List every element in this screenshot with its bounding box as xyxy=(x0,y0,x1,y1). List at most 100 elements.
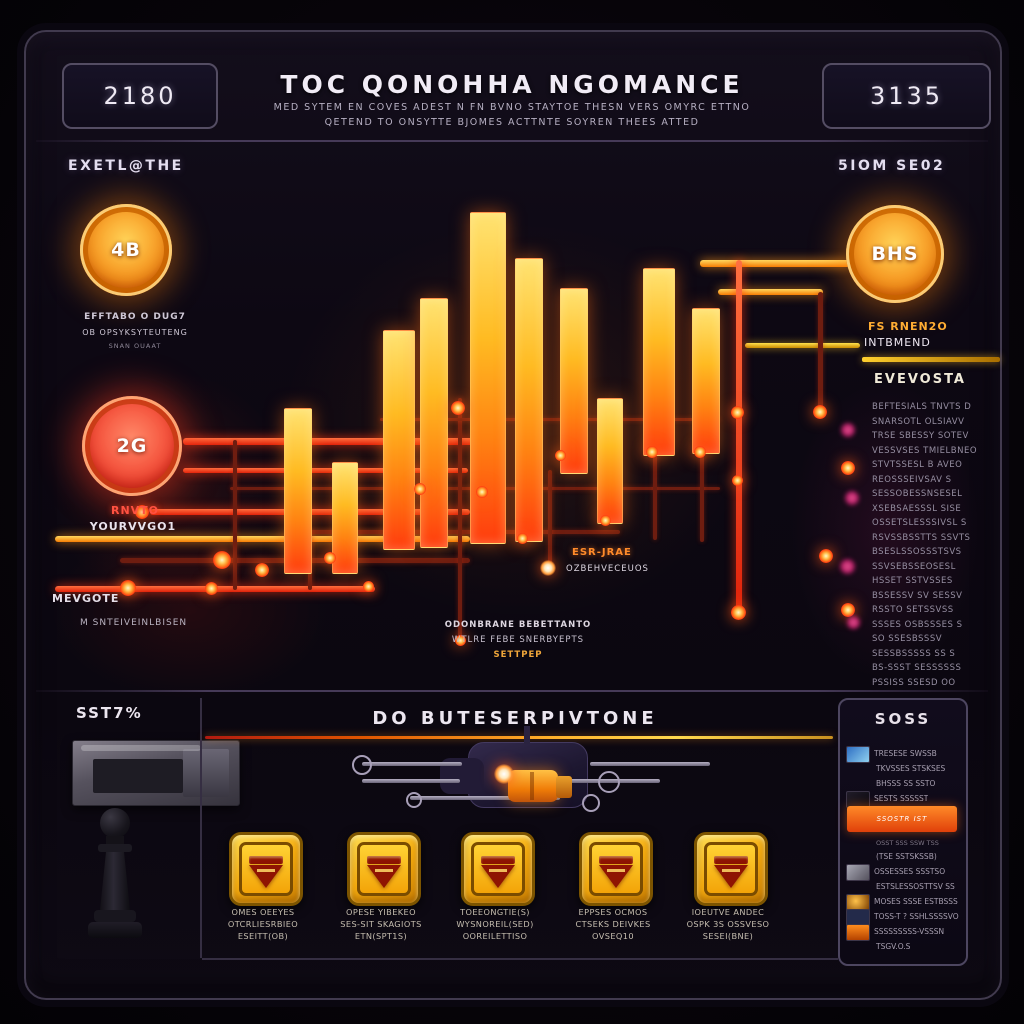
glow-node-23 xyxy=(454,634,466,646)
warning-icon-2[interactable] xyxy=(347,832,421,906)
warning-caption-line: OSPK 3S OSSVESO xyxy=(686,919,770,929)
right-list-line-6: SESSOBESSNSESEL xyxy=(872,489,963,499)
funnel-icon xyxy=(481,856,515,864)
warning-caption-1: OMES OEEYES OTCRLIESRBIEO ESEITT(OB) xyxy=(199,906,327,942)
side-panel-row[interactable]: BHSSS SS SSTO xyxy=(876,779,936,788)
gauge-left-mid-caption-red: RNVTO xyxy=(110,504,160,517)
right-list-line-4: STVTSSESL B AVEO xyxy=(872,460,963,470)
side-panel-row[interactable]: ESTSLESSOSTTSV SS xyxy=(876,882,955,891)
glow-node-10 xyxy=(516,532,528,544)
header-left-display: 2180 xyxy=(62,63,218,129)
glow-node-2 xyxy=(204,581,218,595)
glow-node-13 xyxy=(646,446,658,458)
warning-caption-5: IOEUTVE ANDEC OSPK 3S OSSVESO SESEI(BNE) xyxy=(664,906,792,942)
slider-knob[interactable] xyxy=(598,771,620,793)
main-bottom-separator xyxy=(36,690,988,692)
chart-bar-3 xyxy=(420,298,448,548)
annotation-2-line-2: WTLRE FEBE SNERBYEPTS xyxy=(451,635,585,645)
side-panel-row[interactable]: TSGV.O.S xyxy=(876,942,911,951)
section-label-right: 5IOM SE02 xyxy=(838,158,946,174)
warning-caption-line: ETN(SPT1S) xyxy=(354,931,408,941)
warning-icon-2-inner xyxy=(357,842,411,896)
annotation-2-line-3: SETTPEP xyxy=(493,650,543,660)
warning-icon-5[interactable] xyxy=(694,832,768,906)
side-panel-row[interactable]: TKVSSES STSKSES xyxy=(876,764,946,773)
warning-icon-1[interactable] xyxy=(229,832,303,906)
glow-node-19 xyxy=(841,461,855,475)
annotation-2-line-1: ODONBRANE BEBETTANTO xyxy=(444,620,592,630)
header-left-value: 2180 xyxy=(103,82,177,110)
slider-ring-1[interactable] xyxy=(352,755,372,775)
glow-node-6 xyxy=(362,580,374,592)
orange-component[interactable] xyxy=(508,770,558,802)
bottom-gradient-divider xyxy=(205,736,833,739)
gauge-left-top-caption-2: OB OPSYKSYTEUTENG xyxy=(82,328,188,337)
right-list-line-1: SNARSOTL OLSIAVV xyxy=(872,416,965,427)
orange-cap xyxy=(556,776,572,798)
funnel-icon xyxy=(249,856,283,864)
slider-ring-2[interactable] xyxy=(406,792,422,808)
pipe-1 xyxy=(183,468,468,473)
side-panel-row[interactable]: MOSES SSSE ESTBSSS xyxy=(874,897,958,906)
chess-head xyxy=(100,808,130,838)
glow-node-9 xyxy=(476,486,488,498)
annotation-1-line-1: ESR-JRAE xyxy=(572,547,632,558)
header-separator xyxy=(36,140,988,142)
slider-machine xyxy=(340,726,710,820)
side-panel-row[interactable]: OSSESSES SSSTSO xyxy=(874,867,946,876)
warning-caption-line: TOEEONGTIE(S) xyxy=(460,907,530,917)
pipe-16 xyxy=(653,452,657,540)
chess-piece-silhouette xyxy=(86,806,142,954)
machine-photo-inner xyxy=(93,759,183,793)
right-list-line-2: TRSE SBESSY SOTEV xyxy=(872,431,969,441)
side-panel-row[interactable]: TRESESE SWSSB xyxy=(874,749,937,758)
funnel-icon xyxy=(367,856,401,864)
gauge-right-top: BHS xyxy=(846,205,944,303)
chart-bar-7 xyxy=(597,398,623,524)
glow-node-3 xyxy=(213,551,231,569)
slider-rod-1[interactable] xyxy=(362,762,462,766)
warning-caption-line: OMES OEEYES xyxy=(231,907,295,917)
slider-ring-3[interactable] xyxy=(582,794,600,812)
side-panel-row[interactable]: TOSS-T ? SSHLSSSSVO xyxy=(874,912,959,921)
side-panel-row[interactable]: (TSE SSTSKSSB) xyxy=(876,852,937,861)
funnel-icon xyxy=(599,856,633,864)
header-right-display: 3135 xyxy=(822,63,991,129)
chart-bar-5 xyxy=(515,258,543,542)
right-list-line-19: PSSISS SSESD OO xyxy=(872,677,956,688)
left-bottom-label-2: M SNTEIVEINLBISEN xyxy=(80,618,188,628)
warning-caption-4: EPPSES OCMOS CTSEKS DEIVKES OVSEQ10 xyxy=(549,906,677,942)
warning-icon-3[interactable] xyxy=(461,832,535,906)
side-panel-row[interactable]: SESTS SSSSST xyxy=(874,794,929,803)
slider-rod-3[interactable] xyxy=(362,779,460,783)
chess-base-2 xyxy=(88,922,142,938)
glow-node-21 xyxy=(841,603,855,617)
right-list-title: EVEVOSTA xyxy=(874,372,966,387)
side-panel-row[interactable]: SSSSSSSSS-VSSSN xyxy=(874,927,945,936)
right-list-line-9: RSVSSBSSTTS SSVTS xyxy=(872,532,971,543)
bottom-left-label: SST7% xyxy=(76,704,143,722)
side-panel-row[interactable]: OSST SSS SSW TSS xyxy=(876,839,939,847)
chart-bar-8 xyxy=(643,268,675,456)
right-list-line-7: XSEBSAESSSL SISE xyxy=(872,503,962,514)
pipe-18 xyxy=(380,418,720,421)
glow-node-8 xyxy=(451,401,465,415)
pink-node-2 xyxy=(838,557,856,575)
glow-node-12 xyxy=(599,514,611,526)
slider-rod-2[interactable] xyxy=(590,762,710,766)
glow-node-18 xyxy=(813,405,827,419)
warning-icon-4[interactable] xyxy=(579,832,653,906)
page-subtitle-1: MED SYTEM EN COVES ADEST N FN BVNO STAYT… xyxy=(273,102,751,113)
right-list-line-16: SO SSESBSSSV xyxy=(872,634,943,644)
slider-rod-5[interactable] xyxy=(410,796,560,800)
pipe-0 xyxy=(183,438,473,445)
pipe-14 xyxy=(233,440,237,590)
machine-stem xyxy=(524,726,530,744)
warning-icon-3-inner xyxy=(471,842,525,896)
side-panel-banner[interactable]: SSOSTR IST xyxy=(847,806,957,832)
chess-base-1 xyxy=(94,910,136,922)
glow-node-15 xyxy=(730,405,744,419)
pipe-10 xyxy=(745,343,860,348)
pipe-3 xyxy=(55,536,470,542)
